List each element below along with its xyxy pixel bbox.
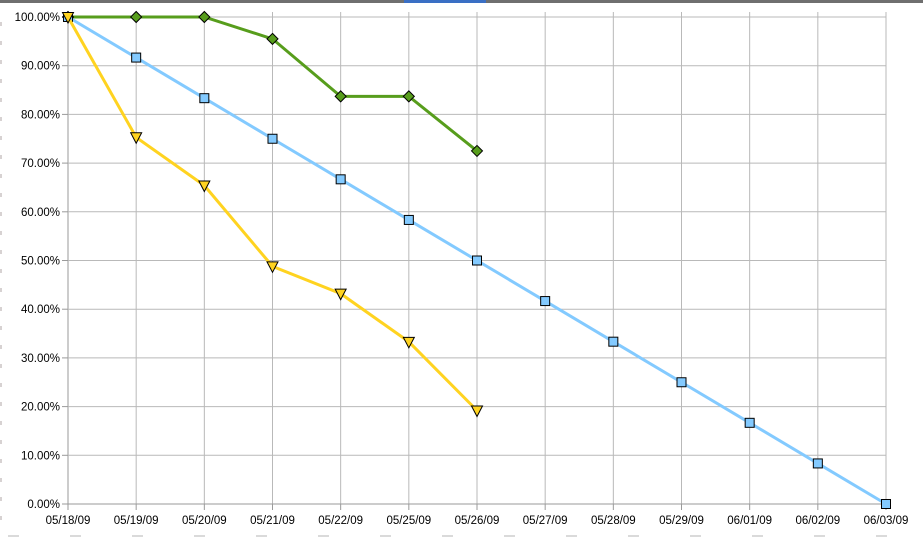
marker-square-ideal-burndown bbox=[472, 255, 482, 266]
marker-diamond-green-remaining bbox=[198, 10, 211, 24]
y-axis-label: 70.00% bbox=[21, 158, 60, 170]
marker-square-ideal-burndown bbox=[744, 417, 755, 428]
marker-square-ideal-burndown bbox=[267, 133, 278, 144]
marker-triangle-actual-remaining bbox=[198, 180, 211, 193]
marker-diamond-green-remaining bbox=[470, 144, 484, 158]
marker-triangle-actual-remaining bbox=[266, 261, 279, 274]
marker-square-ideal-burndown bbox=[335, 174, 346, 185]
x-axis-label: 05/27/09 bbox=[523, 515, 568, 527]
y-axis-label: 20.00% bbox=[21, 402, 60, 414]
x-axis-label: 06/03/09 bbox=[864, 515, 909, 527]
y-axis-label: 40.00% bbox=[21, 304, 60, 316]
marker-triangle-actual-remaining bbox=[470, 405, 484, 418]
x-axis-label: 05/26/09 bbox=[455, 515, 500, 527]
spreadsheet-cell-gridline-stub bbox=[8, 535, 918, 537]
marker-triangle-actual-remaining bbox=[334, 288, 347, 301]
y-axis-label: 10.00% bbox=[21, 450, 60, 462]
x-axis-label: 06/01/09 bbox=[727, 515, 772, 527]
marker-triangle-actual-remaining bbox=[61, 12, 75, 25]
marker-square-ideal-burndown bbox=[199, 93, 210, 104]
x-axis-label: 05/22/09 bbox=[318, 515, 363, 527]
marker-square-ideal-burndown bbox=[131, 52, 142, 63]
marker-square-ideal-burndown bbox=[676, 377, 687, 388]
spreadsheet-row-gridline-stubs bbox=[0, 22, 2, 532]
marker-square-ideal-burndown bbox=[403, 214, 414, 225]
marker-square-ideal-burndown bbox=[881, 499, 891, 509]
x-axis-label: 05/18/09 bbox=[46, 515, 91, 527]
x-axis-label: 05/25/09 bbox=[386, 515, 431, 527]
y-axis-label: 50.00% bbox=[21, 256, 60, 268]
marker-square-ideal-burndown bbox=[540, 296, 551, 307]
marker-triangle-actual-remaining bbox=[129, 132, 143, 145]
marker-square-ideal-burndown bbox=[812, 458, 823, 469]
marker-diamond-green-remaining bbox=[129, 10, 143, 24]
x-axis-label: 05/21/09 bbox=[250, 515, 295, 527]
x-axis-label: 05/28/09 bbox=[591, 515, 636, 527]
marker-square-ideal-burndown bbox=[608, 336, 619, 347]
marker-triangle-actual-remaining bbox=[402, 336, 416, 349]
x-axis-label: 05/29/09 bbox=[659, 515, 704, 527]
window-top-edge-accent bbox=[404, 0, 486, 3]
x-axis-label: 05/19/09 bbox=[114, 515, 159, 527]
marker-diamond-green-remaining bbox=[334, 90, 347, 103]
y-axis-label: 0.00% bbox=[27, 499, 60, 511]
y-axis-label: 100.00% bbox=[15, 12, 60, 24]
marker-diamond-green-remaining bbox=[266, 32, 279, 46]
x-axis-label: 06/02/09 bbox=[795, 515, 840, 527]
y-axis-label: 90.00% bbox=[21, 61, 60, 73]
y-axis-label: 30.00% bbox=[21, 353, 60, 365]
y-axis-label: 60.00% bbox=[21, 207, 60, 219]
window-top-edge bbox=[0, 0, 923, 3]
x-axis-label: 05/20/09 bbox=[182, 515, 227, 527]
y-axis-label: 80.00% bbox=[21, 109, 60, 121]
marker-diamond-green-remaining bbox=[402, 90, 416, 103]
